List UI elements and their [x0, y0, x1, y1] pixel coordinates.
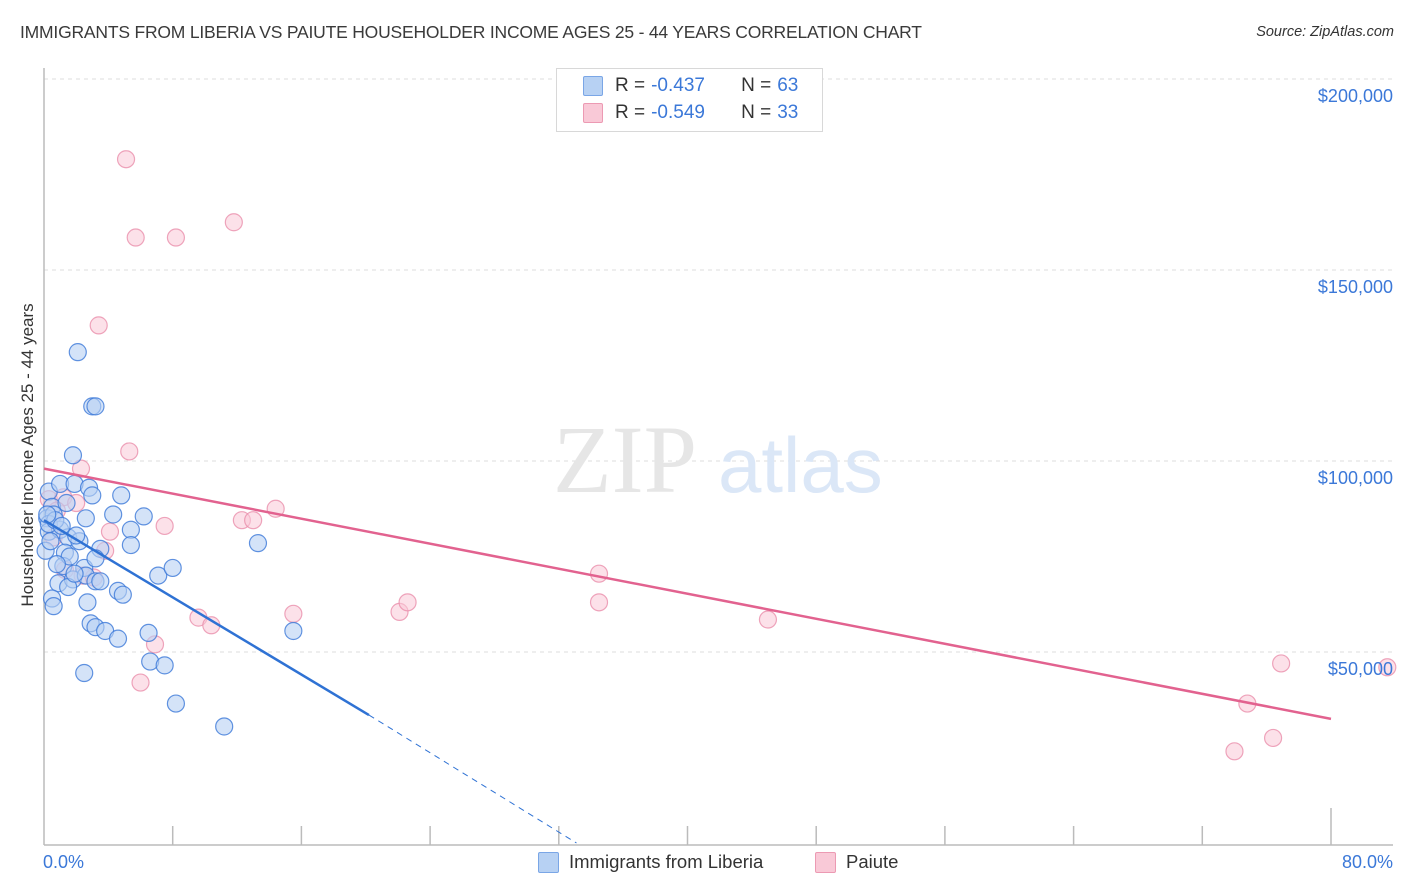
legend-label: Immigrants from Liberia	[569, 851, 764, 872]
liberia-point	[38, 505, 57, 524]
y-tick-200k: $200,000	[1317, 86, 1393, 106]
paiute-point	[100, 522, 120, 541]
n-label: N =	[741, 75, 772, 96]
paiute-point	[589, 564, 609, 583]
liberia-point	[139, 623, 158, 643]
liberia-point	[41, 532, 60, 551]
r-value: -0.437	[651, 75, 705, 96]
blue-swatch-icon	[538, 851, 559, 873]
n-value: 33	[777, 102, 799, 123]
liberia-point	[47, 555, 66, 574]
data-points	[36, 150, 1397, 761]
legend-row-liberia: R = -0.437 N = 63	[583, 73, 798, 99]
r-value: -0.549	[651, 102, 705, 123]
liberia-point	[121, 520, 140, 539]
paiute-point	[166, 228, 186, 247]
blue-swatch-icon	[583, 76, 603, 96]
paiute-point	[126, 228, 145, 247]
paiute-point	[1225, 742, 1244, 761]
liberia-point	[108, 629, 128, 648]
legend-item-liberia[interactable]: Immigrants from Liberia	[538, 851, 763, 873]
svg-text:atlas: atlas	[718, 421, 883, 509]
paiute-point	[1272, 654, 1291, 673]
svg-text:ZIP: ZIP	[553, 406, 697, 513]
paiute-point	[116, 150, 136, 169]
liberia-point	[113, 585, 132, 604]
paiute-point	[131, 673, 150, 692]
liberia-point	[68, 343, 87, 362]
r-label: R =	[615, 75, 646, 96]
liberia-point	[83, 486, 102, 505]
paiute-point	[589, 593, 609, 612]
liberia-point	[149, 566, 168, 585]
pink-swatch-icon	[583, 103, 603, 123]
liberia-point	[63, 446, 83, 465]
liberia-point	[75, 663, 94, 683]
liberia-point	[76, 509, 95, 528]
paiute-point	[1378, 658, 1397, 677]
liberia-point	[134, 507, 153, 526]
liberia-point	[163, 558, 182, 578]
x-axis-ticks	[171, 808, 1332, 845]
liberia-trend-line	[43, 519, 370, 717]
y-tick-50k: $50,000	[1327, 659, 1393, 679]
paiute-point	[71, 459, 91, 478]
liberia-point	[121, 535, 140, 555]
paiute-point	[758, 610, 778, 629]
source-attribution: Source: ZipAtlas.com	[1256, 24, 1394, 40]
legend-row-paiute: R = -0.549 N = 33	[583, 100, 798, 126]
liberia-point	[166, 694, 186, 713]
liberia-point	[65, 564, 84, 583]
paiute-point	[155, 516, 174, 536]
legend-item-paiute[interactable]: Paiute	[815, 851, 898, 873]
paiute-point	[89, 316, 108, 335]
x-axis-max-label: 80.0%	[1341, 852, 1393, 872]
paiute-point	[284, 604, 303, 623]
n-label: N =	[741, 102, 772, 123]
liberia-point	[248, 534, 268, 553]
liberia-point	[215, 717, 234, 736]
chart-title: IMMIGRANTS FROM LIBERIA VS PAIUTE HOUSEH…	[20, 22, 922, 42]
liberia-point	[284, 621, 303, 641]
paiute-point	[224, 213, 243, 232]
liberia-point	[57, 493, 76, 513]
liberia-trend-extension	[368, 714, 577, 844]
paiute-point	[1263, 728, 1283, 748]
paiute-trend-line	[43, 467, 1332, 721]
liberia-point	[91, 572, 110, 591]
trend-lines	[43, 467, 1332, 844]
pink-swatch-icon	[815, 851, 836, 873]
r-label: R =	[615, 102, 646, 123]
y-tick-100k: $100,000	[1317, 468, 1393, 488]
x-axis-min-label: 0.0%	[43, 852, 85, 872]
liberia-point	[86, 397, 105, 416]
correlation-legend: R = -0.437 N = 63 R = -0.549 N = 33	[556, 68, 823, 132]
legend-label: Paiute	[846, 851, 899, 872]
liberia-point	[155, 656, 174, 675]
y-tick-150k: $150,000	[1317, 277, 1393, 297]
liberia-point	[104, 505, 123, 524]
gridlines	[44, 78, 1393, 653]
liberia-point	[44, 597, 63, 616]
liberia-point	[112, 486, 131, 505]
paiute-point	[120, 442, 139, 461]
paiute-point	[244, 511, 263, 530]
paiute-point	[398, 593, 417, 612]
n-value: 63	[777, 75, 799, 96]
zipatlas-watermark: ZIP atlas	[553, 406, 883, 513]
liberia-point	[78, 593, 97, 612]
